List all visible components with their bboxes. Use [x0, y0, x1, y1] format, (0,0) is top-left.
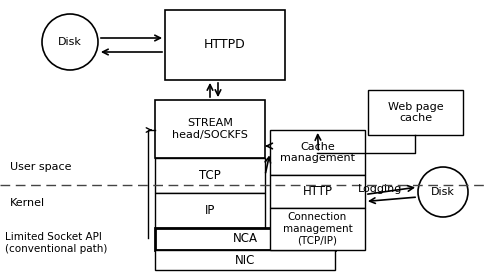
Circle shape [42, 14, 98, 70]
Text: Connection
management
(TCP/IP): Connection management (TCP/IP) [282, 212, 352, 246]
Text: Disk: Disk [58, 37, 82, 47]
Text: HTTPD: HTTPD [204, 39, 245, 51]
Bar [155, 228, 334, 250]
Text: NCA: NCA [232, 233, 257, 246]
Text: Limited Socket API
(conventional path): Limited Socket API (conventional path) [5, 232, 107, 254]
Text: Disk: Disk [430, 187, 454, 197]
Text: TCP: TCP [199, 169, 220, 182]
Bar [270, 175, 364, 208]
Text: HTTP: HTTP [302, 185, 332, 198]
Text: STREAM
head/SOCKFS: STREAM head/SOCKFS [172, 118, 247, 140]
Bar [270, 208, 364, 250]
Bar [165, 10, 285, 80]
Text: User space: User space [10, 162, 71, 172]
Bar [270, 130, 364, 175]
Text: Cache
management: Cache management [279, 142, 354, 163]
Text: NIC: NIC [234, 254, 255, 267]
Bar [155, 193, 264, 228]
Text: Web page
cache: Web page cache [387, 102, 442, 123]
Bar [155, 250, 334, 270]
Text: Kernel: Kernel [10, 198, 45, 208]
Bar [155, 100, 264, 158]
Bar [155, 158, 264, 193]
Text: IP: IP [204, 204, 215, 217]
Circle shape [417, 167, 467, 217]
Text: Logging: Logging [357, 184, 402, 194]
Bar [367, 90, 462, 135]
